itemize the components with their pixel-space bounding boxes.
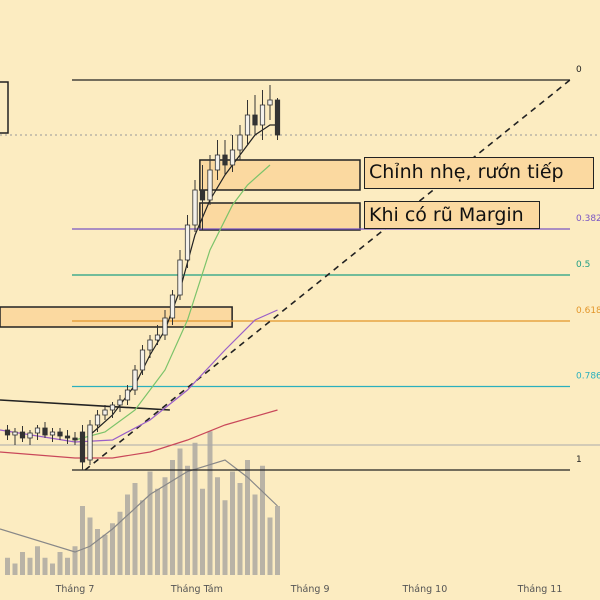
candle-body bbox=[124, 389, 131, 401]
annotation: Khi có rũ Margin bbox=[364, 201, 540, 229]
candle-body bbox=[117, 399, 123, 406]
fib-label: 0.618 bbox=[576, 306, 600, 316]
candle-body bbox=[274, 99, 281, 136]
candle-body bbox=[184, 224, 191, 261]
volume-bar bbox=[72, 546, 78, 575]
candle-body bbox=[207, 169, 213, 201]
volume-bar bbox=[140, 500, 145, 575]
fib-label: 0.382 bbox=[576, 214, 600, 224]
volume-bar bbox=[12, 563, 18, 575]
volume-bar bbox=[80, 506, 85, 575]
candle-body bbox=[169, 294, 176, 319]
volume-ma bbox=[0, 459, 278, 553]
volume-bar bbox=[42, 557, 48, 575]
candle-body bbox=[64, 435, 71, 439]
candle-body bbox=[27, 432, 33, 439]
candle-body bbox=[222, 154, 228, 166]
volume-bar bbox=[155, 488, 160, 575]
candle-body bbox=[109, 404, 116, 411]
volume-bar bbox=[117, 511, 123, 575]
volume-bar bbox=[245, 460, 250, 575]
candle-body bbox=[34, 427, 41, 434]
trendline bbox=[84, 79, 571, 471]
volume-bar bbox=[132, 483, 138, 575]
candle-body bbox=[94, 414, 101, 426]
candle-body bbox=[214, 154, 221, 171]
candle-body bbox=[177, 259, 183, 296]
x-tick-label: Tháng 7 bbox=[55, 584, 95, 595]
zone bbox=[0, 306, 233, 328]
candle-body bbox=[259, 104, 266, 126]
x-tick-label: Tháng 10 bbox=[401, 584, 447, 595]
candle-body bbox=[154, 334, 161, 341]
volume-bar bbox=[222, 500, 228, 575]
zone bbox=[199, 202, 361, 231]
candle-body bbox=[139, 349, 146, 371]
x-tick-label: Tháng 11 bbox=[517, 584, 563, 595]
volume-bar bbox=[50, 563, 55, 575]
fib-label: 0.786 bbox=[576, 372, 600, 382]
fib-label: 0.5 bbox=[576, 260, 590, 270]
candle-body bbox=[199, 189, 206, 201]
volume-bar bbox=[267, 517, 273, 575]
candle-body bbox=[102, 409, 108, 416]
left-box bbox=[0, 81, 9, 134]
volume-bar bbox=[170, 460, 175, 575]
candle-body bbox=[79, 431, 86, 463]
volume-bar bbox=[5, 557, 10, 575]
candle-body bbox=[252, 114, 258, 126]
volume-bar bbox=[177, 448, 183, 575]
candle-body bbox=[267, 99, 273, 106]
volume-bar bbox=[200, 488, 205, 575]
zone bbox=[199, 159, 361, 191]
candle-body bbox=[229, 149, 236, 166]
fib-label: 0 bbox=[576, 65, 582, 75]
volume-bar bbox=[192, 442, 198, 575]
x-tick-label: Tháng 9 bbox=[290, 584, 330, 595]
fib-label: 1 bbox=[576, 455, 582, 465]
volume-bar bbox=[275, 506, 280, 575]
volume-bar bbox=[207, 431, 213, 575]
trendline bbox=[0, 399, 170, 411]
candle-body bbox=[147, 339, 153, 351]
candle-body bbox=[12, 431, 18, 436]
volume-bar bbox=[65, 557, 70, 575]
candle-body bbox=[162, 317, 168, 336]
candle-body bbox=[49, 431, 56, 436]
moving-average bbox=[0, 409, 278, 459]
x-tick-label: Tháng Tám bbox=[170, 584, 223, 595]
volume-bar bbox=[110, 523, 115, 575]
volume-bar bbox=[95, 529, 100, 575]
candle-body bbox=[57, 431, 63, 437]
candle-body bbox=[244, 114, 251, 136]
volume-bar bbox=[162, 477, 168, 575]
volume-bar bbox=[215, 477, 220, 575]
volume-bar bbox=[20, 552, 25, 575]
volume-bar bbox=[57, 552, 63, 575]
candle-body bbox=[19, 431, 26, 439]
moving-average bbox=[74, 164, 271, 441]
candle-body bbox=[4, 429, 11, 436]
annotation: Chỉnh nhẹ, rướn tiếp bbox=[364, 157, 594, 189]
volume-bar bbox=[252, 494, 258, 575]
candle-body bbox=[237, 134, 243, 151]
candle-body bbox=[72, 437, 78, 441]
volume-bar bbox=[147, 471, 153, 575]
volume-bar bbox=[230, 471, 235, 575]
candle-body bbox=[192, 189, 198, 226]
candle-body bbox=[87, 424, 93, 461]
volume-bar bbox=[185, 465, 190, 575]
candle-body bbox=[132, 369, 138, 391]
volume-bar bbox=[102, 534, 108, 575]
volume-bar bbox=[125, 494, 130, 575]
volume-bar bbox=[27, 557, 33, 575]
volume-bar bbox=[260, 465, 265, 575]
volume-bar bbox=[237, 483, 243, 575]
candle-body bbox=[42, 427, 48, 436]
volume-bar bbox=[35, 546, 40, 575]
